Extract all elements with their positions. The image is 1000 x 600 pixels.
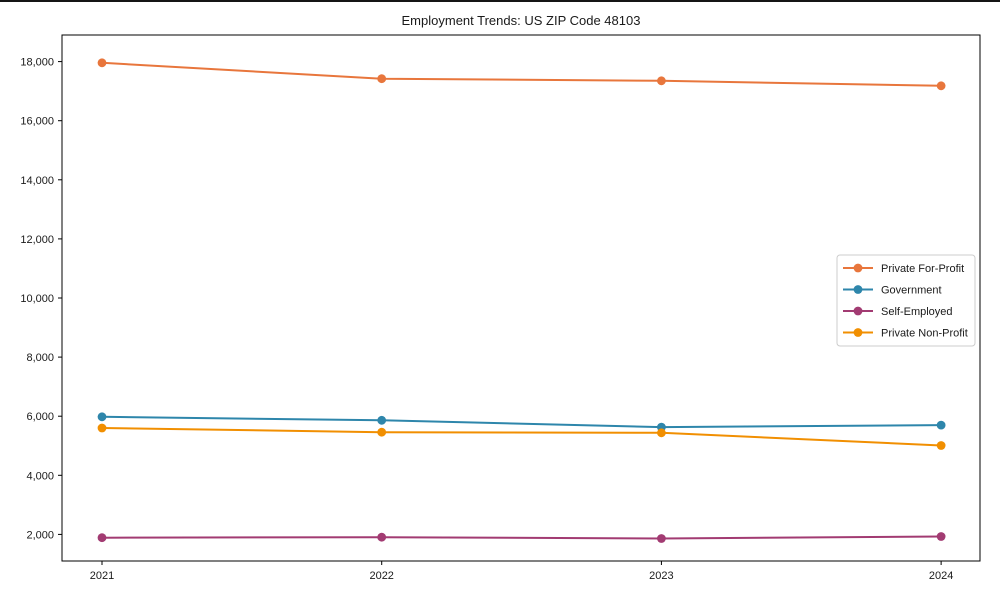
legend-marker-self-employed — [853, 306, 863, 316]
series-marker-self-employed — [97, 533, 107, 543]
series-line-private-for-profit — [101, 61, 942, 87]
series-line-government — [101, 415, 942, 429]
series-marker-private-for-profit — [377, 74, 387, 84]
legend-box — [836, 254, 976, 347]
legend-label-private-for-profit: Private For-Profit — [881, 263, 964, 275]
legend-label-government: Government — [881, 285, 942, 297]
series-marker-government — [377, 415, 387, 425]
series-marker-private-non-profit — [377, 427, 387, 437]
series-marker-self-employed — [657, 534, 666, 543]
y-tick-label: 4,000 — [26, 470, 54, 482]
legend-marker-private-non-profit — [853, 328, 863, 337]
x-tick-label: 2024 — [929, 570, 953, 582]
x-axis: 2021 2022 2023 2024 — [90, 561, 953, 582]
series-marker-private-non-profit — [936, 441, 946, 450]
y-tick-label: 18,000 — [20, 57, 54, 69]
legend-label-self-employed: Self-Employed — [881, 306, 953, 318]
series-lines — [97, 58, 946, 543]
y-tick-label: 2,000 — [26, 529, 54, 541]
chart-title: Employment Trends: US ZIP Code 48103 — [402, 13, 641, 28]
series-marker-self-employed — [936, 532, 946, 541]
y-tick-label: 14,000 — [20, 175, 54, 187]
y-axis: 2,000 4,000 6,000 8,000 10,000 12,000 14,000 16… — [20, 57, 62, 541]
x-tick-label: 2023 — [649, 570, 673, 582]
series-line-private-non-profit — [101, 427, 942, 447]
x-tick-label: 2022 — [369, 570, 393, 582]
series-marker-private-non-profit — [97, 423, 107, 433]
series-marker-private-non-profit — [657, 428, 666, 438]
y-tick-label: 16,000 — [20, 116, 54, 128]
series-marker-private-for-profit — [657, 76, 666, 86]
series-marker-private-for-profit — [97, 58, 107, 68]
series-line-self-employed — [101, 535, 942, 540]
series-marker-private-for-profit — [936, 81, 946, 91]
y-tick-label: 10,000 — [20, 293, 54, 305]
y-tick-label: 6,000 — [26, 411, 54, 423]
x-tick-label: 2021 — [90, 570, 114, 582]
legend-marker-government — [853, 285, 863, 294]
legend: Private For-Profit Government Self-Employe… — [836, 254, 976, 347]
series-marker-self-employed — [377, 532, 387, 542]
legend-marker-private-for-profit — [853, 263, 863, 273]
legend-label-private-non-profit: Private Non-Profit — [881, 328, 968, 340]
y-tick-label: 12,000 — [20, 234, 54, 246]
y-tick-label: 8,000 — [26, 352, 54, 364]
series-marker-government — [97, 412, 107, 422]
series-marker-government — [936, 420, 946, 430]
